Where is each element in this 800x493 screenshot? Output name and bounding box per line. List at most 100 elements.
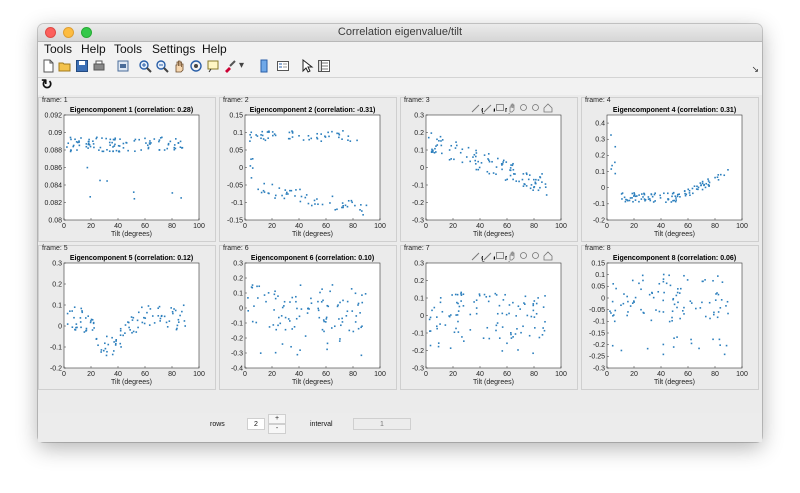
data-point xyxy=(695,188,698,190)
y-tick-label: 0.088 xyxy=(44,147,62,154)
data-point xyxy=(701,182,704,185)
scatter-plot[interactable]: Eigencomponent 6 (correlation: 0.10) 0.3 0… xyxy=(220,246,398,391)
home-icon[interactable] xyxy=(543,103,553,113)
brush-icon[interactable] xyxy=(483,103,493,113)
y-tick-label: -0.25 xyxy=(589,354,605,361)
zoom-in-icon[interactable] xyxy=(138,59,152,73)
data-point xyxy=(700,184,702,187)
data-point xyxy=(469,160,471,163)
data-point xyxy=(472,156,474,158)
pan-icon[interactable] xyxy=(507,103,517,113)
data-point xyxy=(122,334,124,337)
rows-increment-button[interactable]: + xyxy=(268,414,286,424)
minimize-window-button[interactable] xyxy=(63,27,74,38)
menu-tools[interactable]: Tools xyxy=(44,42,73,56)
brush-dropdown-icon[interactable]: ▾ xyxy=(239,60,245,71)
menu-help-2[interactable]: Help xyxy=(202,42,227,56)
data-point xyxy=(78,141,80,143)
rows-field[interactable]: 2 xyxy=(247,418,265,430)
data-tips-icon[interactable] xyxy=(495,251,505,261)
menu-tools-2[interactable]: Tools xyxy=(114,42,143,56)
data-point xyxy=(250,136,252,139)
data-point xyxy=(658,282,661,285)
scatter-plot[interactable]: Eigencomponent 8 (correlation: 0.06) 0.15… xyxy=(582,246,760,391)
data-point xyxy=(314,203,316,205)
data-point xyxy=(85,327,88,330)
data-point xyxy=(127,321,129,323)
print-preview-icon[interactable] xyxy=(116,59,130,73)
zoom-in-icon[interactable] xyxy=(519,103,529,113)
data-point xyxy=(158,140,160,143)
data-point xyxy=(448,149,451,151)
data-cursor-icon[interactable] xyxy=(206,59,220,73)
data-point xyxy=(674,200,677,203)
dock-icon[interactable]: ↘ xyxy=(751,64,759,74)
data-point xyxy=(456,301,458,304)
plot-panel-7: frame: 7 Eigencomp 0.3 0.2 0.1 0 -0.1 -0.2 -0.3 0… xyxy=(400,245,578,390)
data-point xyxy=(723,353,726,356)
plot-title: Eigencomponent 2 (correlation: -0.31) xyxy=(250,107,376,114)
refresh-icon[interactable]: ↻ xyxy=(41,76,53,92)
close-window-button[interactable] xyxy=(45,27,56,38)
home-icon[interactable] xyxy=(543,251,553,261)
data-point xyxy=(497,157,499,160)
data-tips-icon[interactable] xyxy=(495,103,505,113)
brush-icon[interactable] xyxy=(483,251,493,261)
menu-settings[interactable]: Settings xyxy=(152,42,196,56)
data-point xyxy=(295,317,298,320)
data-point xyxy=(612,283,615,285)
plot-panel-2: frame: 2 Eigencomponent 2 (correlation: -… xyxy=(219,97,397,242)
data-point xyxy=(459,151,462,154)
data-point xyxy=(631,302,634,304)
data-point xyxy=(439,297,442,299)
zoom-out-icon[interactable] xyxy=(531,251,541,261)
save-icon[interactable] xyxy=(75,59,89,73)
menu-help[interactable]: Help xyxy=(81,42,106,56)
legend-icon[interactable] xyxy=(276,59,290,73)
data-point xyxy=(627,300,629,303)
interval-field[interactable]: 1 xyxy=(353,418,411,430)
data-point xyxy=(534,181,537,184)
data-point xyxy=(106,180,108,182)
zoom-out-icon[interactable] xyxy=(531,103,541,113)
property-inspector-icon[interactable] xyxy=(317,59,331,73)
brush-icon[interactable] xyxy=(223,59,237,73)
x-tick-label: 100 xyxy=(555,371,567,378)
scatter-plot[interactable]: Eigencomponent 5 (correlation: 0.12) 0.3 0… xyxy=(39,246,217,391)
new-file-icon[interactable] xyxy=(41,59,55,73)
data-point xyxy=(74,138,76,141)
data-point xyxy=(475,307,478,309)
rows-decrement-button[interactable]: - xyxy=(268,424,286,434)
data-point xyxy=(651,291,653,294)
scatter-plot[interactable]: Eigencomponent 1 (correlation: 0.28) 0.09… xyxy=(39,98,217,243)
data-point xyxy=(147,305,150,307)
print-icon[interactable] xyxy=(92,59,106,73)
data-point xyxy=(339,301,341,304)
zoom-out-icon[interactable] xyxy=(155,59,169,73)
data-point xyxy=(670,201,673,203)
open-file-icon[interactable] xyxy=(58,59,72,73)
x-tick-label: 80 xyxy=(530,223,538,230)
export-icon[interactable] xyxy=(471,103,481,113)
zoom-in-icon[interactable] xyxy=(519,251,529,261)
rotate-3d-icon[interactable] xyxy=(189,59,203,73)
data-point xyxy=(325,318,328,320)
data-point xyxy=(544,183,547,185)
data-point xyxy=(535,302,538,305)
data-point xyxy=(523,183,526,185)
colorbar-icon[interactable] xyxy=(257,59,271,73)
data-point xyxy=(329,290,331,293)
data-point xyxy=(456,293,459,296)
export-icon[interactable] xyxy=(471,251,481,261)
pan-icon[interactable] xyxy=(172,59,186,73)
pan-icon[interactable] xyxy=(507,251,517,261)
data-point xyxy=(153,138,156,140)
scatter-plot[interactable]: Eigencomponent 2 (correlation: -0.31) 0.1… xyxy=(220,98,398,243)
zoom-window-button[interactable] xyxy=(81,27,92,38)
data-point xyxy=(634,199,637,201)
data-point xyxy=(106,148,108,151)
select-arrow-icon[interactable] xyxy=(300,59,314,73)
scatter-plot[interactable]: Eigencomponent 4 (correlation: 0.31) 0.4 0… xyxy=(582,98,760,243)
